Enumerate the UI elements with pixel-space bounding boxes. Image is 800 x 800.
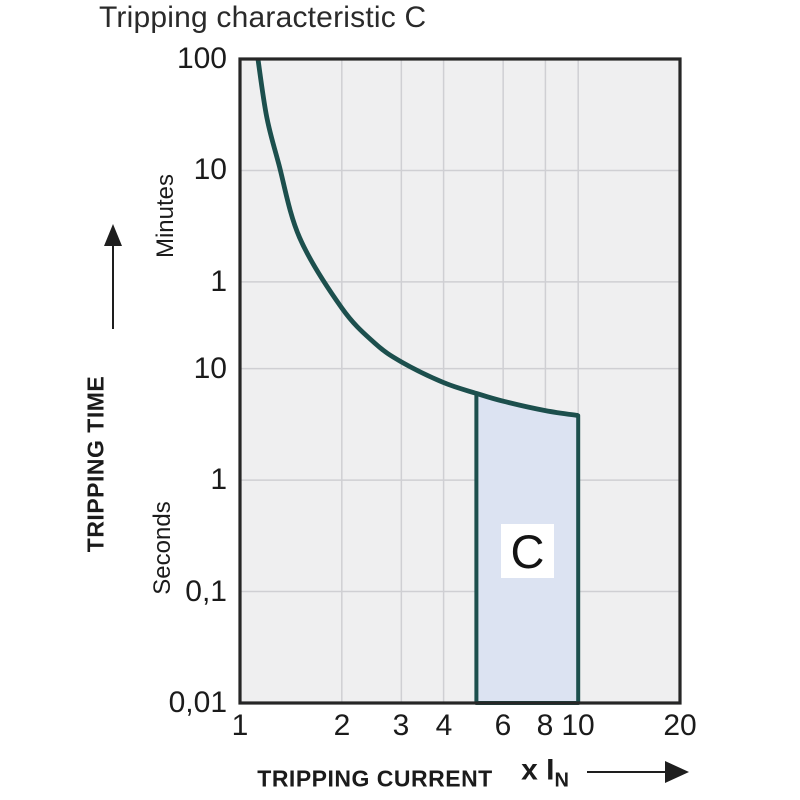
y-axis-tick-label: 1 bbox=[210, 463, 227, 496]
y-axis-tick-label: 0,01 bbox=[168, 686, 227, 719]
plot-background bbox=[240, 59, 680, 703]
region-label: C bbox=[510, 524, 545, 578]
y-axis-tick-label: 1 bbox=[210, 265, 227, 298]
y-axis-tick-label: 10 bbox=[193, 153, 227, 186]
y-axis-tick-label: 100 bbox=[176, 42, 227, 75]
x-axis-arrow-right-icon bbox=[665, 761, 689, 783]
y-axis-tick-label: 10 bbox=[193, 352, 227, 385]
x-axis-title: TRIPPING CURRENT bbox=[257, 765, 493, 792]
region-label-box: C bbox=[501, 524, 554, 578]
x-axis-unit-subscript: N bbox=[554, 769, 569, 792]
y-axis-title: TRIPPING TIME bbox=[82, 375, 109, 553]
x-axis-unit-prefix: x I bbox=[521, 753, 555, 787]
x-axis-tick-label: 2 bbox=[333, 709, 351, 742]
x-axis-tick-label: 20 bbox=[663, 709, 697, 742]
x-axis-unit: x IN bbox=[521, 754, 569, 793]
x-axis-tick-label: 10 bbox=[561, 709, 595, 742]
y-axis-unit-seconds: Seconds bbox=[149, 501, 176, 595]
x-axis-tick-label: 6 bbox=[494, 709, 512, 742]
y-axis-unit-minutes: Minutes bbox=[152, 173, 179, 259]
x-axis-tick-label: 1 bbox=[231, 709, 249, 742]
x-axis-tick-label: 3 bbox=[392, 709, 410, 742]
tripping-curve bbox=[255, 58, 579, 418]
page-title: Tripping characteristic C bbox=[99, 1, 427, 34]
x-axis-tick-label: 4 bbox=[435, 709, 453, 742]
x-axis-tick-label: 8 bbox=[536, 709, 554, 742]
plot-border bbox=[238, 57, 682, 705]
y-axis-arrow-up-icon bbox=[104, 224, 122, 246]
y-axis-tick-label: 0,1 bbox=[185, 575, 227, 608]
